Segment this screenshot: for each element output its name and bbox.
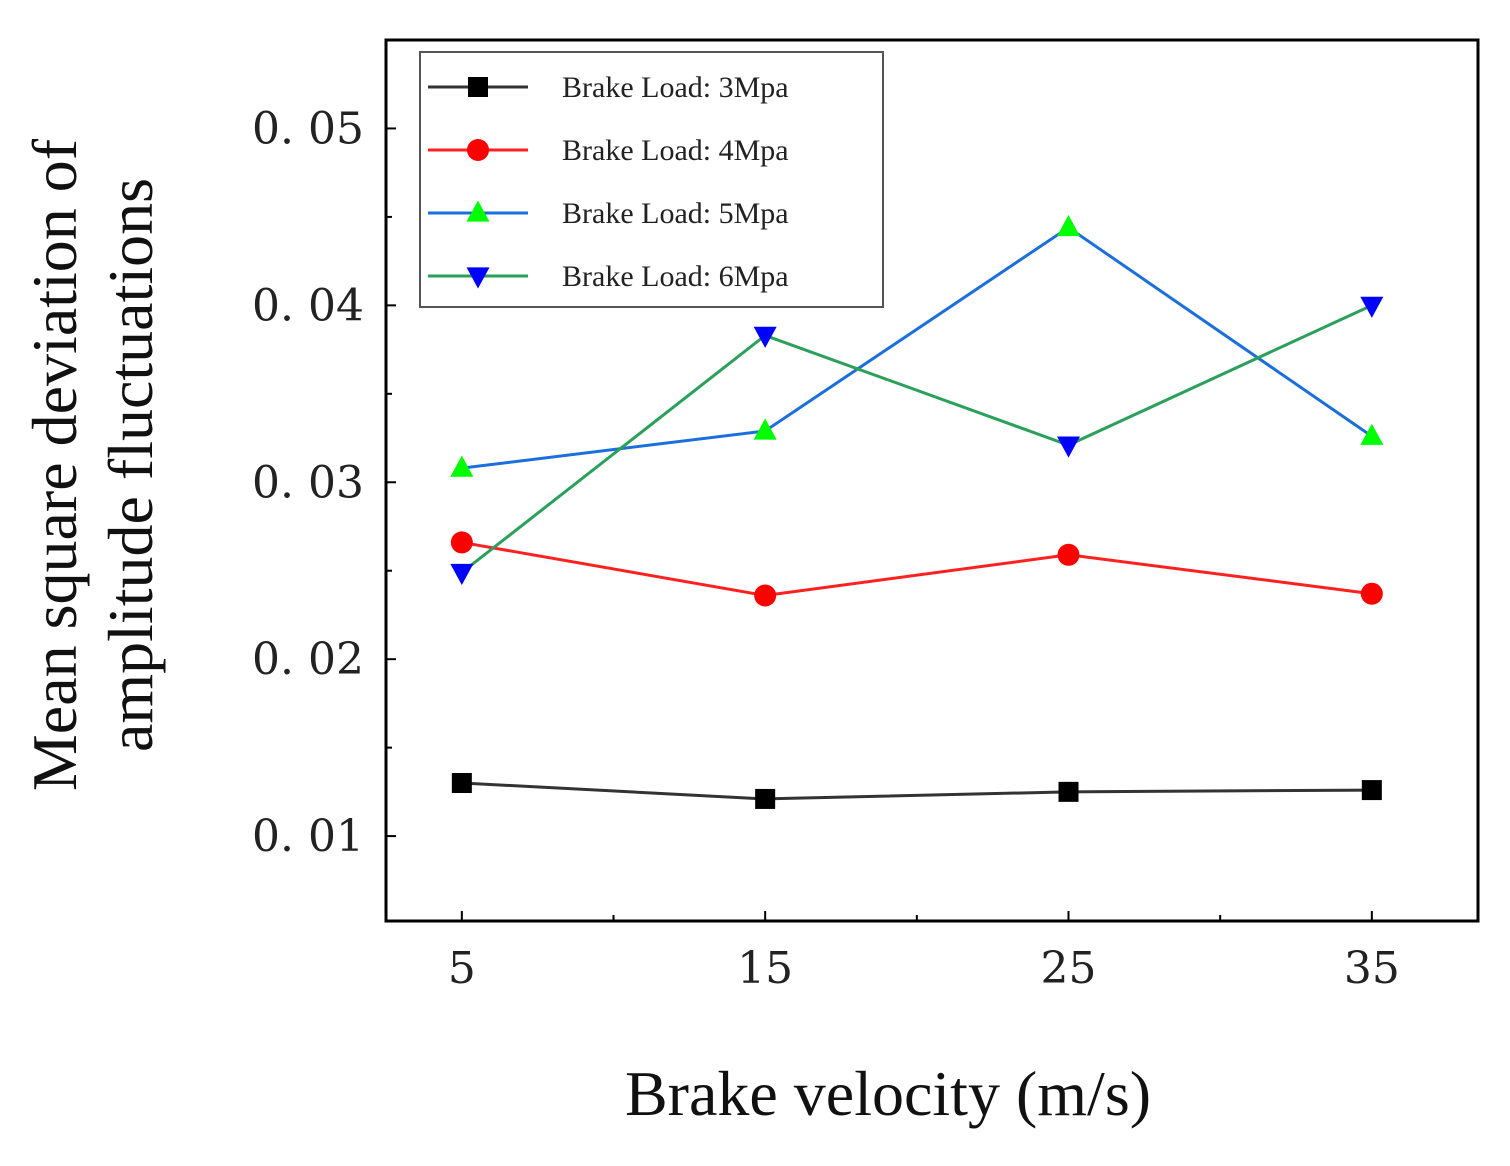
axis-ticks: 0. 01 0. 02 0. 03 0. 04 0. 05 5 15 25 35	[252, 103, 1400, 994]
series-1	[451, 773, 1382, 809]
data-point	[450, 531, 473, 554]
x-tick-label: 15	[737, 943, 793, 994]
plot-frame	[384, 38, 1480, 923]
data-point	[450, 563, 474, 585]
series-line	[460, 303, 1373, 574]
y-axis-title-line2: amplitude fluctuations	[95, 178, 166, 752]
x-tick-label: 5	[448, 943, 476, 994]
y-tick-label: 0. 01	[252, 811, 364, 862]
x-axis-title: Brake velocity (m/s)	[625, 1058, 1151, 1129]
data-point	[753, 418, 777, 440]
legend-box	[419, 51, 884, 308]
legend-label: Brake Load: 3Mpa	[562, 71, 789, 104]
x-tick-label: 35	[1344, 943, 1400, 994]
legend-marker	[466, 200, 490, 222]
data-point	[753, 326, 777, 348]
data-point	[451, 773, 472, 794]
y-tick-label: 0. 05	[252, 103, 364, 154]
legend-marker	[468, 77, 488, 97]
legend-label: Brake Load: 4Mpa	[562, 134, 789, 167]
y-tick-label: 0. 03	[252, 457, 364, 508]
legend: Brake Load: 3Mpa Brake Load: 4Mpa Brake Lo…	[419, 51, 884, 308]
y-tick-label: 0. 02	[252, 634, 364, 685]
data-point	[1057, 543, 1080, 566]
y-tick-label: 0. 04	[252, 280, 364, 331]
data-point	[1058, 781, 1079, 802]
data-point	[1360, 582, 1383, 605]
y-axis-title-line1: Mean square deviation of	[19, 138, 90, 791]
series-3	[450, 215, 1384, 477]
legend-marker	[466, 267, 490, 289]
series-line	[461, 225, 1373, 470]
data-point	[1057, 215, 1080, 237]
data-point	[1360, 423, 1384, 445]
data-point	[754, 584, 777, 607]
legend-label: Brake Load: 6Mpa	[562, 260, 789, 293]
series-2	[450, 531, 1383, 607]
data-point	[450, 455, 474, 477]
series-4	[450, 296, 1384, 585]
series-line	[461, 781, 1372, 801]
data-point	[755, 788, 776, 809]
legend-label: Brake Load: 5Mpa	[562, 197, 789, 230]
plot-axes	[384, 38, 1480, 923]
data-point	[1057, 436, 1080, 458]
series-layer	[450, 215, 1384, 809]
series-line	[461, 540, 1373, 598]
legend-marker	[467, 139, 489, 161]
x-tick-label: 25	[1041, 943, 1097, 994]
data-point	[1360, 296, 1384, 318]
data-point	[1361, 780, 1382, 801]
